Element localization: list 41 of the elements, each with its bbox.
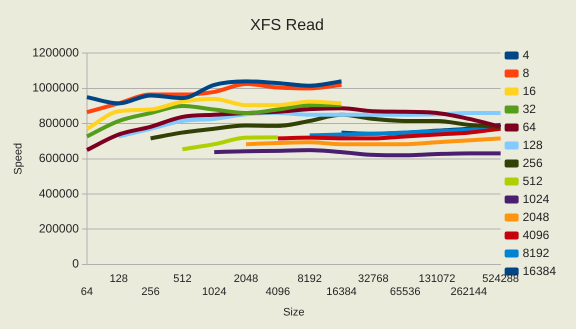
y-tick-label: 200000 — [38, 222, 80, 236]
x-tick-label: 1024 — [202, 286, 226, 298]
line-series — [308, 124, 503, 138]
legend-label: 16 — [522, 84, 536, 98]
legend-label: 8192 — [522, 246, 550, 260]
x-tick-label: 524288 — [482, 273, 519, 286]
legend-label: 4 — [522, 48, 530, 62]
legend-label: 512 — [522, 174, 543, 188]
x-tick-label: 32768 — [358, 273, 389, 286]
x-tick-label: 64 — [80, 286, 94, 298]
x-tick-label: 131072 — [418, 273, 456, 286]
x-tick-label: 65536 — [390, 286, 420, 298]
y-tick-label: 1200000 — [32, 46, 80, 60]
line-series — [84, 96, 344, 131]
legend-label: 8 — [522, 66, 530, 80]
legend-label: 64 — [522, 120, 536, 134]
x-axis-title: Size — [283, 306, 304, 318]
x-tick-label: 262144 — [450, 286, 488, 298]
legend-label: 2048 — [522, 210, 550, 224]
y-tick-label: 600000 — [38, 151, 80, 166]
legend-label: 256 — [522, 156, 543, 170]
legend-label: 1024 — [522, 192, 550, 206]
x-tick-label: 256 — [141, 286, 160, 298]
x-tick-label: 16384 — [326, 286, 357, 298]
y-tick-label: 1000000 — [32, 80, 80, 95]
legend-label: 32 — [522, 102, 536, 116]
y-tick-label: 400000 — [38, 186, 80, 200]
line-series — [84, 79, 344, 106]
x-tick-label: 2048 — [234, 273, 258, 286]
y-tick-label: 0 — [72, 256, 80, 271]
chart-title: XFS Read — [250, 17, 324, 34]
x-tick-label: 512 — [173, 273, 192, 286]
x-tick-label: 8192 — [297, 273, 322, 286]
line-series — [276, 126, 503, 140]
y-tick-label: 800000 — [38, 116, 80, 130]
line-series — [180, 135, 280, 152]
legend-label: 128 — [522, 138, 543, 152]
legend-label: 4096 — [522, 228, 550, 242]
x-tick-label: 128 — [110, 273, 128, 286]
x-tick-label: 4096 — [266, 286, 290, 298]
y-axis-title: Speed — [12, 142, 25, 175]
